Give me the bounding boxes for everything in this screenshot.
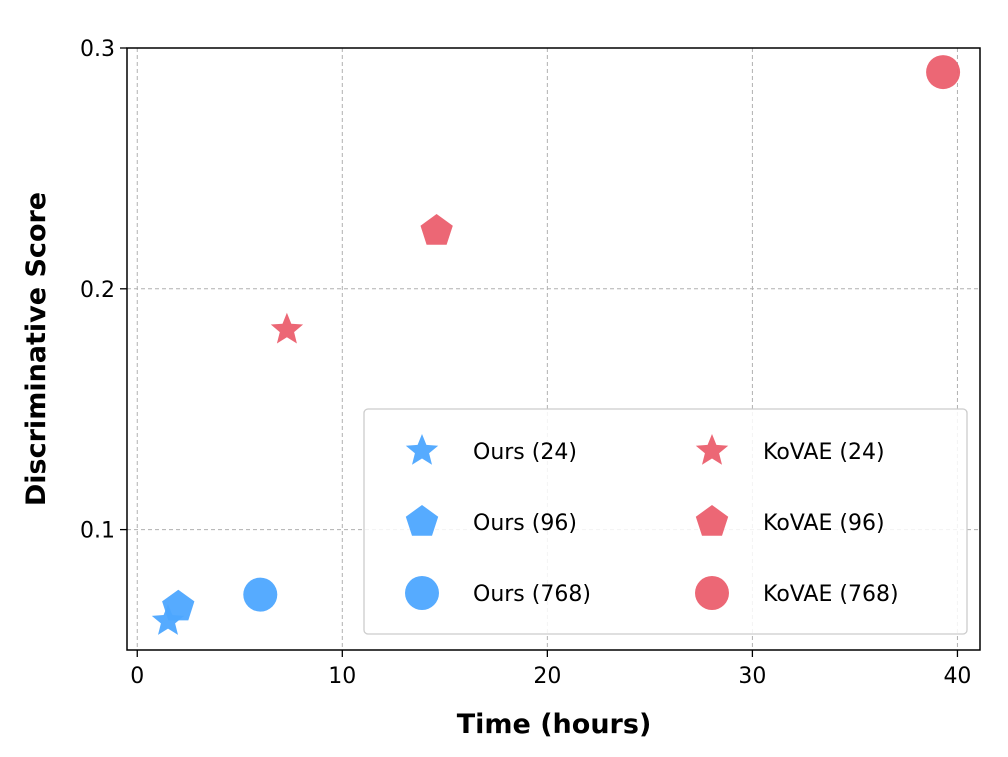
legend-label: Ours (96) xyxy=(473,511,577,536)
point-kovae-96 xyxy=(420,214,453,245)
legend-label: Ours (24) xyxy=(473,440,577,465)
plot-frame xyxy=(126,47,981,651)
point-ours-24 xyxy=(151,604,185,635)
data-points xyxy=(151,55,961,635)
legend-marker-circle xyxy=(695,576,729,610)
x-tick-label: 0 xyxy=(130,664,144,689)
y-tick-label: 0.2 xyxy=(80,278,115,303)
legend-label: KoVAE (96) xyxy=(763,511,885,536)
x-tick-label: 40 xyxy=(943,664,971,689)
y-tick-label: 0.1 xyxy=(80,519,115,544)
y-tick-label: 0.3 xyxy=(80,37,115,62)
point-ours-768 xyxy=(243,577,278,612)
legend-box xyxy=(363,408,968,635)
legend-marker-star xyxy=(405,434,439,465)
legend-label: KoVAE (24) xyxy=(763,440,885,465)
legend-marker-pentagon xyxy=(405,505,439,536)
legend-label: Ours (768) xyxy=(473,582,591,607)
x-tick-label: 20 xyxy=(533,664,561,689)
y-axis-label: Discriminative Score xyxy=(21,192,52,506)
legend-label: KoVAE (768) xyxy=(763,582,899,607)
x-axis-label: Time (hours) xyxy=(457,709,652,740)
x-tick-label: 10 xyxy=(328,664,356,689)
legend-marker-star xyxy=(695,434,729,465)
x-tick-label: 30 xyxy=(738,664,766,689)
point-kovae-768 xyxy=(926,55,961,90)
legend: Ours (24) Ours (96) Ours (768) KoVAE (24) Ko… xyxy=(363,408,968,635)
axis-ticks: 0 10 20 30 40 0.1 0.2 0.3 xyxy=(80,37,971,689)
point-ours-96 xyxy=(162,589,195,621)
legend-marker-pentagon xyxy=(695,505,729,536)
legend-marker-circle xyxy=(405,576,439,610)
point-kovae-24 xyxy=(270,312,304,344)
